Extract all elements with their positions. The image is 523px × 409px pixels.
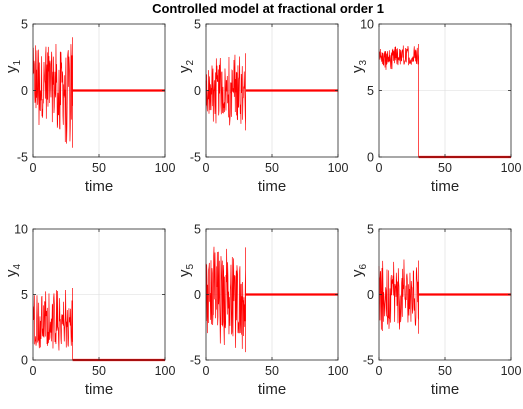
x-tick-label: 50: [438, 364, 452, 378]
y-axis-label: y6: [349, 264, 369, 278]
x-tick-label: 50: [438, 161, 452, 175]
x-tick-label: 50: [92, 364, 106, 378]
x-tick-label: 100: [501, 364, 522, 378]
y-tick-label: -5: [363, 354, 374, 368]
figure-title: Controlled model at fractional order 1: [152, 1, 384, 16]
series-transient: [378, 259, 419, 334]
y-tick-label: 5: [194, 223, 201, 237]
series-transient: [205, 246, 246, 353]
subplot-3: 0 50 100 0 5 10 time y3: [349, 18, 521, 196]
x-axis-label: time: [431, 381, 459, 398]
y-tick-label: 0: [21, 84, 28, 98]
y-axis-label: y1: [3, 60, 23, 74]
y-tick-label: 5: [367, 84, 374, 98]
y-tick-label: 5: [21, 18, 28, 32]
x-tick-label: 50: [265, 161, 279, 175]
y-tick-label: 10: [14, 223, 28, 237]
y-axis-label: y4: [3, 264, 23, 278]
y-tick-label: 0: [194, 288, 201, 302]
y-tick-label: -5: [17, 151, 28, 165]
x-axis-label: time: [85, 381, 113, 398]
x-tick-label: 100: [328, 161, 349, 175]
x-tick-label: 0: [30, 161, 37, 175]
x-axis-label: time: [258, 381, 286, 398]
y-axis-label: y2: [176, 60, 196, 74]
x-tick-label: 0: [203, 364, 210, 378]
y-axis-label: y3: [349, 60, 369, 74]
series-transient: [205, 53, 246, 131]
x-tick-label: 100: [155, 161, 176, 175]
x-tick-label: 50: [265, 364, 279, 378]
series-transient: [378, 43, 419, 157]
y-tick-label: 0: [367, 288, 374, 302]
x-tick-label: 100: [155, 364, 176, 378]
y-tick-label: -5: [190, 354, 201, 368]
y-tick-label: 0: [21, 354, 28, 368]
y-tick-label: 0: [194, 84, 201, 98]
x-tick-label: 100: [501, 161, 522, 175]
x-axis-label: time: [258, 178, 286, 195]
y-tick-label: 0: [367, 151, 374, 165]
y-tick-label: 10: [360, 18, 374, 32]
series-transient: [32, 287, 73, 360]
subplot-4: 0 50 100 0 5 10 time y4: [3, 223, 175, 399]
y-tick-label: 5: [21, 288, 28, 302]
x-tick-label: 0: [30, 364, 37, 378]
x-tick-label: 0: [203, 161, 210, 175]
y-tick-label: -5: [190, 151, 201, 165]
x-tick-label: 50: [92, 161, 106, 175]
x-axis-label: time: [431, 178, 459, 195]
y-axis-label: y5: [176, 264, 196, 278]
x-tick-label: 0: [376, 161, 383, 175]
y-tick-label: 5: [194, 18, 201, 32]
y-tick-label: 5: [367, 223, 374, 237]
x-tick-label: 100: [328, 364, 349, 378]
x-axis-label: time: [85, 178, 113, 195]
x-tick-label: 0: [376, 364, 383, 378]
series-transient: [32, 37, 73, 148]
